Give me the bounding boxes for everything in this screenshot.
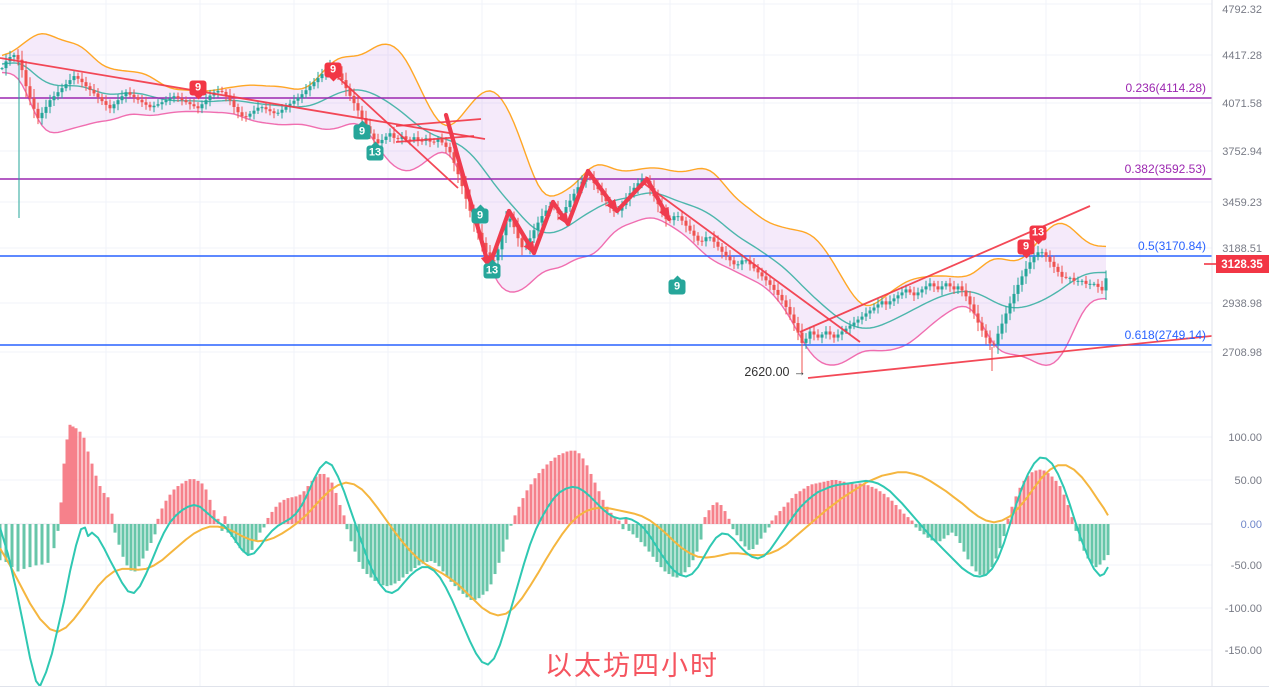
fib-label: 0.236(4114.28): [1125, 81, 1206, 95]
trend-line[interactable]: [807, 329, 1269, 379]
td-count-badge-green-9: 9: [668, 275, 686, 295]
macd-tick-label: -100.00: [1225, 603, 1262, 615]
zigzag-segment[interactable]: [565, 168, 591, 227]
macd-tick-label: -150.00: [1225, 645, 1262, 657]
price-tick-label: 3752.94: [1222, 146, 1262, 158]
chart-title-label: 以太坊四小时: [545, 651, 719, 681]
macd-tick-label: 50.00: [1234, 475, 1262, 487]
price-tick-label: 2938.98: [1222, 298, 1262, 310]
bollinger-bands: [1, 32, 1107, 367]
fib-labels: 0.236(4114.28) 0.382(3592.53) 0.5(3170.84)…: [1125, 81, 1206, 342]
macd-tick-label: 100.00: [1228, 432, 1262, 444]
macd-tick-label: -50.00: [1231, 560, 1262, 572]
td-count-badge-green-9: 9: [353, 120, 371, 140]
signal-line: [0, 464, 1109, 633]
zigzag-segment[interactable]: [550, 199, 571, 227]
impulse-arrows[interactable]: [443, 112, 672, 270]
fib-label: 0.382(3592.53): [1125, 162, 1206, 176]
zigzag-segment[interactable]: [585, 168, 620, 214]
macd-histogram: [0, 424, 1110, 600]
price-tick-label: 4417.28: [1222, 50, 1262, 62]
td-count-badge-green-13: 13: [483, 259, 501, 279]
zigzag-segment[interactable]: [486, 208, 512, 270]
td-count-badge-green-13: 13: [366, 141, 384, 161]
td-count-badge-red-13: 13: [1029, 225, 1047, 245]
td-count-badge-red-9: 9: [1017, 239, 1035, 259]
zigzag-segment[interactable]: [531, 199, 556, 256]
annotation-price: 2620.00: [744, 365, 790, 379]
price-tick-label: 3188.51: [1222, 243, 1262, 255]
price-tick-label: 4792.32: [1222, 4, 1262, 16]
zigzag-segment[interactable]: [506, 208, 537, 256]
zigzag-segment[interactable]: [644, 176, 672, 222]
right-arrow-icon: →: [793, 365, 807, 379]
time-axis[interactable]: [0, 686, 1269, 693]
price-tick-label: 4071.58: [1222, 98, 1262, 110]
last-price-badge: 3128.35: [1204, 255, 1269, 273]
trend-line[interactable]: [395, 135, 475, 143]
zigzag-segment[interactable]: [443, 112, 492, 270]
price-panel[interactable]: 0.236(4114.28) 0.382(3592.53) 0.5(3170.84)…: [0, 0, 1269, 406]
td-count-badge-red-9: 9: [189, 80, 207, 100]
macd-lines: [0, 456, 1109, 686]
fib-label: 0.618(2749.14): [1125, 328, 1206, 342]
price-annotation: 2620.00 →: [744, 365, 806, 379]
trend-line[interactable]: [329, 69, 459, 189]
macd-line: [0, 456, 1109, 686]
fib-label: 0.5(3170.84): [1138, 239, 1206, 253]
fibonacci-levels: [0, 97, 1212, 346]
price-axis[interactable]: 4792.32 4417.28 4071.58 3752.94 3459.23 3188.…: [1211, 0, 1269, 406]
macd-axis[interactable]: 100.00 50.00 0.00 -50.00 -100.00 -150.00: [1211, 406, 1269, 686]
price-tick-label: 2708.98: [1222, 347, 1262, 359]
trend-line[interactable]: [641, 181, 861, 343]
last-price-label: 3128.35: [1221, 259, 1263, 271]
zigzag-segment[interactable]: [614, 176, 650, 214]
price-tick-label: 3459.23: [1222, 197, 1262, 209]
td-count-badge-green-9: 9: [471, 204, 489, 224]
macd-tick-label: 0.00: [1241, 519, 1262, 531]
trend-line[interactable]: [395, 118, 482, 127]
trendlines[interactable]: [0, 57, 1269, 379]
td-count-badge-red-9: 9: [324, 62, 342, 82]
macd-panel[interactable]: 100.00 50.00 0.00 -50.00 -100.00 -150.00: [0, 406, 1269, 686]
